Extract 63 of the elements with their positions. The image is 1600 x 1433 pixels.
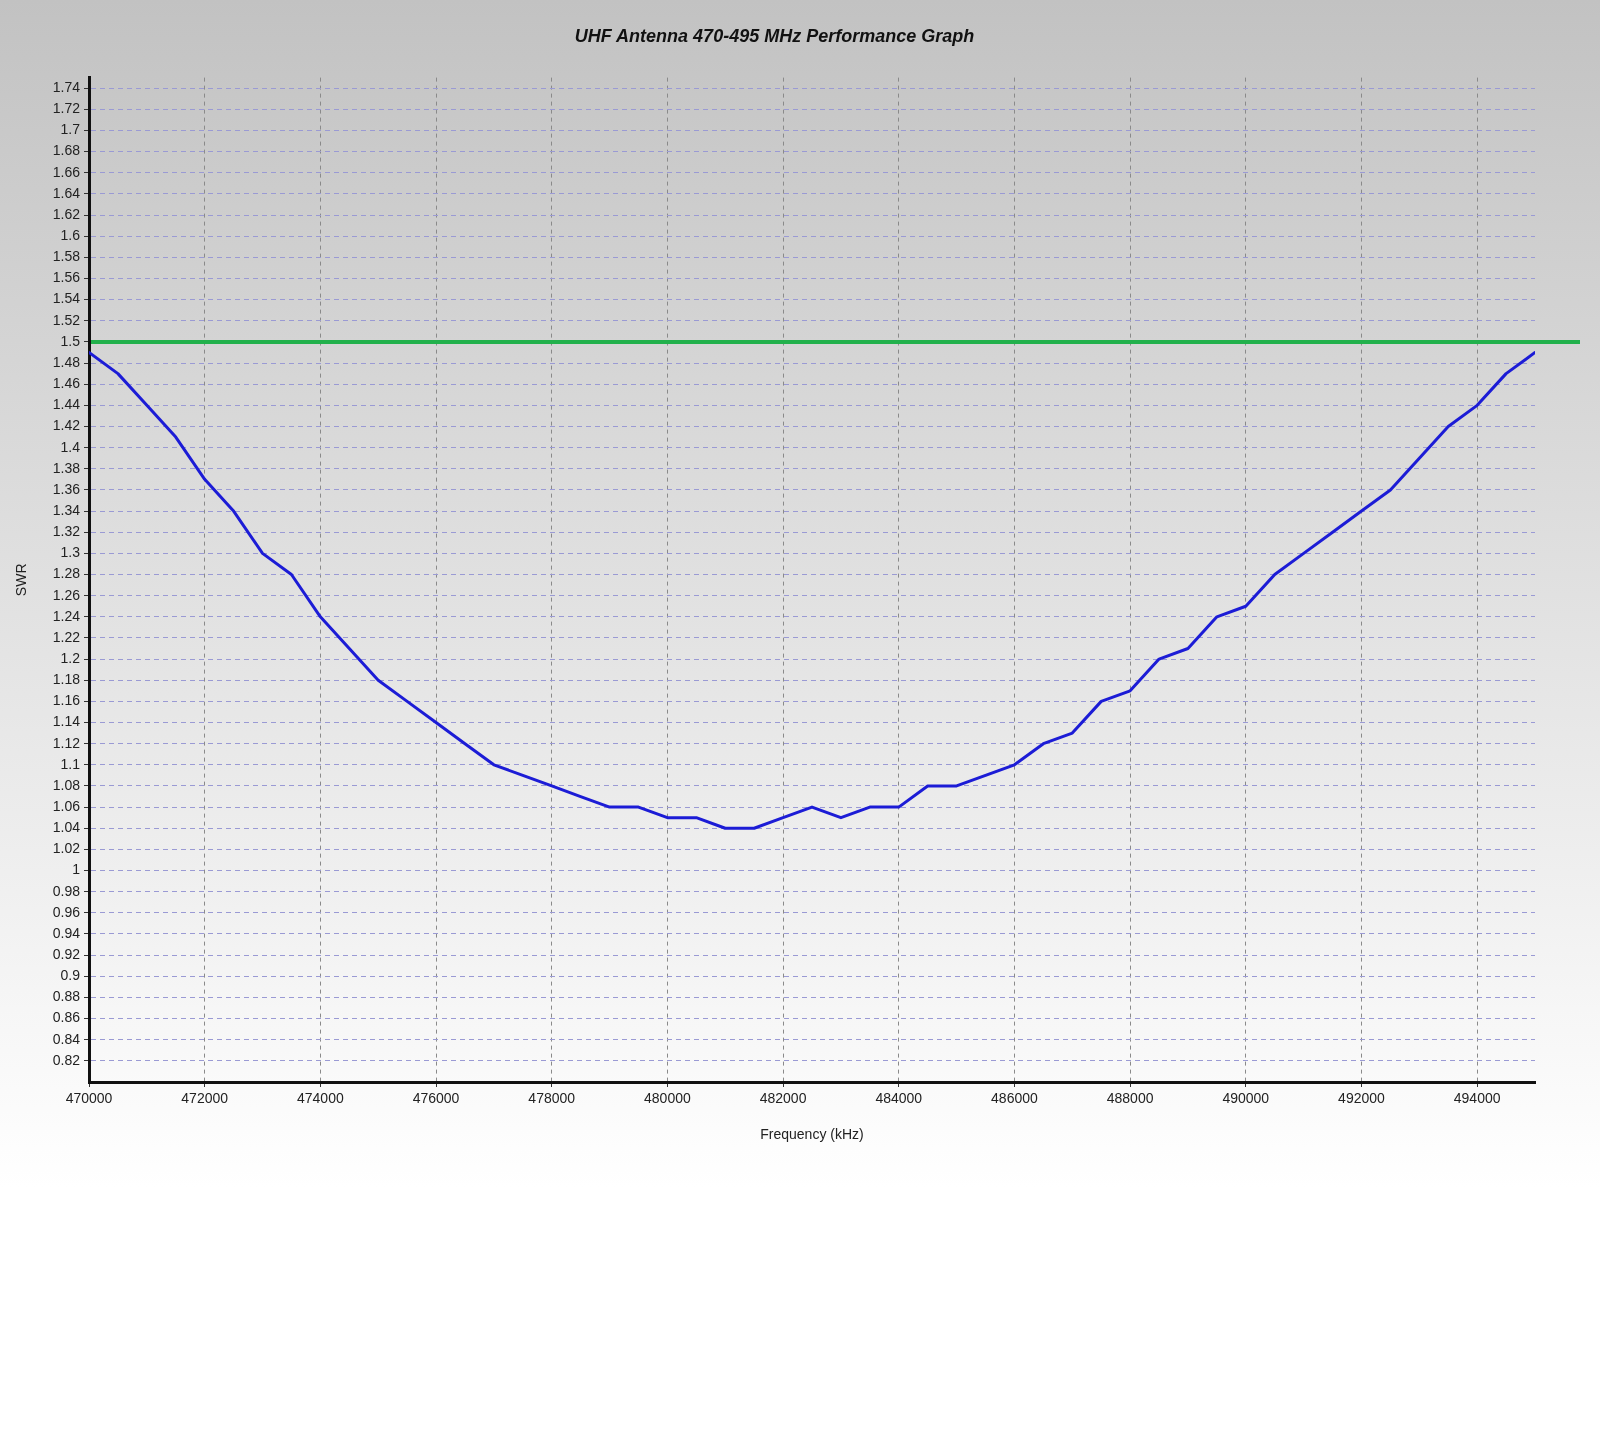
y-tick-label: 0.96 [52, 903, 81, 920]
y-tick-label: 1.64 [52, 184, 81, 201]
y-tick-label: 1.72 [52, 100, 81, 117]
x-tick-label: 474000 [297, 1090, 344, 1107]
x-axis-title: Frequency (kHz) [760, 1126, 864, 1143]
y-tick-label: 1.3 [60, 544, 81, 561]
y-tick-label: 1.2 [60, 649, 81, 666]
y-tick-label: 1.18 [52, 671, 81, 688]
y-tick-label: 1.7 [60, 121, 81, 138]
y-tick-label: 1.44 [52, 396, 81, 413]
y-tick-label: 1.28 [52, 565, 81, 582]
y-tick-label: 1.06 [52, 797, 81, 814]
y-tick-label: 1 [72, 861, 81, 878]
y-tick-label: 1.58 [52, 248, 81, 265]
x-tick-label: 472000 [181, 1090, 229, 1107]
y-tick-label: 0.98 [52, 882, 81, 899]
x-tick-label: 492000 [1338, 1090, 1386, 1107]
y-tick-label: 1.36 [52, 480, 81, 497]
y-tick-label: 1.74 [52, 79, 81, 96]
y-tick-label: 0.84 [52, 1030, 81, 1047]
y-tick-label: 1.04 [52, 819, 81, 836]
y-tick-label: 0.9 [60, 967, 81, 984]
y-tick-label: 0.88 [52, 988, 81, 1005]
x-tick-label: 484000 [875, 1090, 923, 1107]
y-tick-label: 0.86 [52, 1009, 81, 1026]
x-tick-label: 488000 [1106, 1090, 1154, 1107]
y-tick-label: 1.6 [60, 227, 81, 244]
y-tick-label: 1.02 [52, 840, 81, 857]
y-tick-label: 1.4 [60, 438, 81, 455]
y-tick-label: 0.94 [52, 924, 81, 941]
y-tick-label: 0.82 [52, 1051, 81, 1068]
x-tick-label: 476000 [412, 1090, 460, 1107]
y-tick-label: 1.68 [52, 142, 81, 159]
y-tick-label: 1.46 [52, 375, 81, 392]
y-tick-label: 1.26 [52, 586, 81, 603]
y-tick-label: 1.66 [52, 163, 81, 180]
x-tick-label: 470000 [65, 1090, 113, 1107]
y-tick-label: 1.34 [52, 501, 81, 518]
x-tick-label: 494000 [1453, 1090, 1501, 1107]
y-tick-label: 1.48 [52, 353, 81, 370]
y-tick-label: 1.32 [52, 523, 81, 540]
x-tick-label: 490000 [1222, 1090, 1270, 1107]
y-tick-label: 1.12 [52, 734, 81, 751]
y-tick-label: 1.08 [52, 776, 81, 793]
y-tick-label: 1.14 [52, 713, 81, 730]
x-tick-label: 482000 [759, 1090, 807, 1107]
x-tick-label: 480000 [644, 1090, 691, 1107]
y-tick-label: 1.16 [52, 692, 81, 709]
y-tick-label: 1.62 [52, 205, 81, 222]
chart-title: UHF Antenna 470-495 MHz Performance Graph [574, 25, 975, 46]
y-tick-label: 1.52 [52, 311, 81, 328]
y-tick-label: 0.92 [52, 945, 81, 962]
y-tick-label: 1.5 [60, 332, 81, 349]
y-tick-label: 1.22 [52, 628, 81, 645]
y-tick-label: 1.56 [52, 269, 81, 286]
y-tick-label: 1.38 [52, 459, 81, 476]
y-tick-label: 1.42 [52, 417, 81, 434]
y-tick-label: 1.24 [52, 607, 81, 624]
y-tick-label: 1.1 [60, 755, 81, 772]
x-tick-label: 486000 [991, 1090, 1039, 1107]
y-tick-label: 1.54 [52, 290, 81, 307]
x-tick-label: 478000 [528, 1090, 576, 1107]
y-axis-title: SWR [13, 563, 30, 597]
